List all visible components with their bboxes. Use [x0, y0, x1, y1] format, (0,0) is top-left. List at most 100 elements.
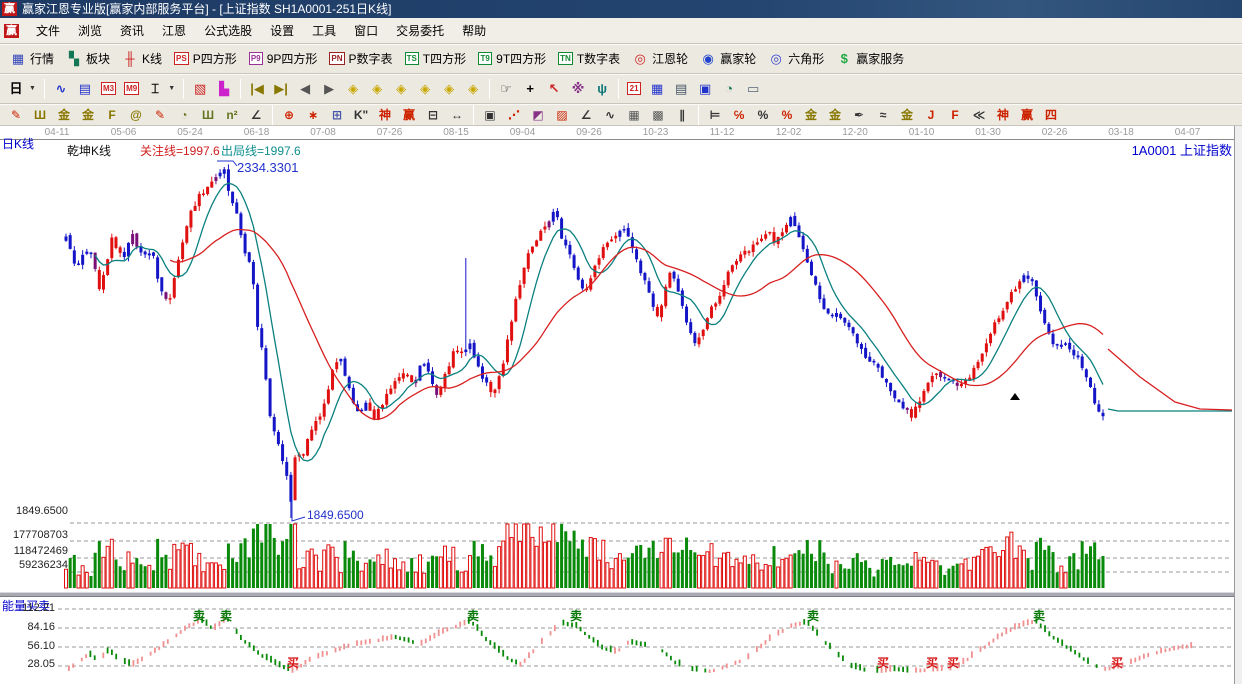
grid-target-tool[interactable]: ⊞	[325, 105, 349, 125]
angle-tool[interactable]: ∠	[244, 105, 268, 125]
grid-a-tool[interactable]: ▦	[622, 105, 646, 125]
n-square-tool[interactable]: n²	[220, 105, 244, 125]
hexagon-icon[interactable]: ◎ 六角形	[762, 47, 830, 70]
quote-list-button[interactable]: ▤	[73, 78, 97, 100]
sectors-icon[interactable]: ▚ 板块	[60, 47, 116, 70]
prev-button[interactable]: ◀	[293, 78, 317, 100]
starburst-tool[interactable]: ∗	[301, 105, 325, 125]
span-arrow-tool[interactable]: ↔	[445, 105, 469, 125]
kline-icon[interactable]: ╫ K线	[116, 47, 168, 70]
gold-circle1-tool[interactable]: 金	[799, 105, 823, 125]
red-brush-tool[interactable]: ✎	[148, 105, 172, 125]
fan-grid-tool[interactable]: ▨	[550, 105, 574, 125]
fence-ruler-tool[interactable]: Ш	[28, 105, 52, 125]
f-fence-tool[interactable]: F	[100, 105, 124, 125]
gold-fence1-tool[interactable]: 金	[52, 105, 76, 125]
menu-item-0[interactable]: 文件	[36, 24, 61, 38]
box-select-tool[interactable]: ▣	[478, 105, 502, 125]
print-button[interactable]: ▭	[741, 78, 765, 100]
ruler-tool[interactable]: Ш	[196, 105, 220, 125]
brush-tool[interactable]: ✎	[4, 105, 28, 125]
quotes-grid-icon[interactable]: ▦ 行情	[4, 47, 60, 70]
menu-item-2[interactable]: 资讯	[120, 24, 145, 38]
gann-wheel-icon[interactable]: ◎ 江恩轮	[626, 47, 694, 70]
t-number-icon[interactable]: TN T数字表	[552, 47, 626, 70]
menu-item-1[interactable]: 浏览	[78, 24, 103, 38]
trend-chart-button[interactable]: ∿	[49, 78, 73, 100]
menu-item-5[interactable]: 设置	[270, 24, 295, 38]
wave-box-tool[interactable]: ≈	[871, 105, 895, 125]
j-angle-tool[interactable]: J	[919, 105, 943, 125]
trend-line-tool[interactable]: ∠	[574, 105, 598, 125]
kline-chart-canvas[interactable]	[0, 126, 1242, 592]
diamond-vexpand-button[interactable]: ◈	[437, 78, 461, 100]
candle-style-button[interactable]: ⌶ ▼	[143, 78, 179, 100]
smart-tool-button[interactable]: ψ	[590, 78, 614, 100]
ying-line-tool[interactable]: 赢	[1015, 105, 1039, 125]
period-day-button[interactable]: 日 ▼	[4, 78, 40, 100]
grid-b-tool[interactable]: ▩	[646, 105, 670, 125]
t9-square-icon[interactable]: T9 9T四方形	[472, 47, 552, 70]
shen-line-tool[interactable]: 神	[991, 105, 1015, 125]
ying-tool[interactable]: 赢	[397, 105, 421, 125]
hand-tool-button[interactable]: ☞	[494, 78, 518, 100]
k-mark-tool[interactable]: K"	[349, 105, 373, 125]
stats-tool-button[interactable]: ※	[566, 78, 590, 100]
t-square-icon[interactable]: TS T四方形	[399, 47, 473, 70]
red-fan-tool[interactable]: ⋰	[502, 105, 526, 125]
shen-tool[interactable]: 神	[373, 105, 397, 125]
kline3-button[interactable]: M3	[97, 79, 120, 98]
pct-red-tool[interactable]: %	[775, 105, 799, 125]
diamond-hcompress-button[interactable]: ◈	[413, 78, 437, 100]
winner-wheel-icon[interactable]: ◉ 赢家轮	[694, 47, 762, 70]
p-square-icon[interactable]: PS P四方形	[168, 47, 243, 70]
exrights-button[interactable]: ▧	[188, 78, 212, 100]
ink-pen-tool[interactable]: ✒	[847, 105, 871, 125]
grid123-tool[interactable]: ⊟	[421, 105, 445, 125]
vertical-scrollbar[interactable]	[1234, 126, 1242, 684]
zigzag-tool[interactable]: ∿	[598, 105, 622, 125]
si-line-tool[interactable]: 四	[1039, 105, 1063, 125]
panel-splitter[interactable]	[0, 592, 1242, 597]
world-clock-button[interactable]: ◔	[717, 78, 741, 100]
gold-fence2-tool[interactable]: 金	[76, 105, 100, 125]
f-angle-tool[interactable]: F	[943, 105, 967, 125]
menu-item-4[interactable]: 公式选股	[204, 24, 253, 38]
calculator-button[interactable]: ▦	[645, 78, 669, 100]
next-button[interactable]: ▶	[317, 78, 341, 100]
gold-line-tool[interactable]: 金	[895, 105, 919, 125]
menu-item-6[interactable]: 工具	[312, 24, 337, 38]
calendar-button[interactable]: 21	[623, 79, 645, 98]
menu-item-8[interactable]: 交易委托	[396, 24, 445, 38]
last-page-button[interactable]: ▶|	[269, 78, 293, 100]
menu-item-9[interactable]: 帮助	[462, 24, 487, 38]
notes-button[interactable]: ▤	[669, 78, 693, 100]
target-tool[interactable]: ⊕	[277, 105, 301, 125]
p-number-icon[interactable]: PN P数字表	[323, 47, 398, 70]
date-tick-label: 03-18	[1108, 127, 1134, 138]
menu-item-7[interactable]: 窗口	[354, 24, 379, 38]
first-page-button[interactable]: |◀	[245, 78, 269, 100]
parallel-tool[interactable]: ∥	[670, 105, 694, 125]
time-cycle-tool[interactable]: ◔	[172, 105, 196, 125]
crosshair-tool-button[interactable]: +	[518, 78, 542, 100]
winner-service-icon[interactable]: $ 赢家服务	[830, 47, 910, 70]
kline9-button[interactable]: M9	[120, 79, 143, 98]
p9-square-icon[interactable]: P9 9P四方形	[243, 47, 324, 70]
pct-line-tool[interactable]: ℅	[727, 105, 751, 125]
volume-profile-button[interactable]: ▙	[212, 78, 236, 100]
energy-chart-canvas[interactable]	[0, 597, 1242, 684]
measure-tool[interactable]: ⊨	[703, 105, 727, 125]
save-button[interactable]: ▣	[693, 78, 717, 100]
gold-circle2-tool[interactable]: 金	[823, 105, 847, 125]
fan-box-tool[interactable]: ◩	[526, 105, 550, 125]
cursor-tool-button[interactable]: ↖	[542, 78, 566, 100]
spiral-tool[interactable]: @	[124, 105, 148, 125]
diamond-left-button[interactable]: ◈	[341, 78, 365, 100]
diamond-vcompress-button[interactable]: ◈	[461, 78, 485, 100]
diamond-hexpand-button[interactable]: ◈	[389, 78, 413, 100]
multi-line-tool[interactable]: ≪	[967, 105, 991, 125]
diamond-right-button[interactable]: ◈	[365, 78, 389, 100]
menu-item-3[interactable]: 江恩	[162, 24, 187, 38]
percent-tool[interactable]: %	[751, 105, 775, 125]
